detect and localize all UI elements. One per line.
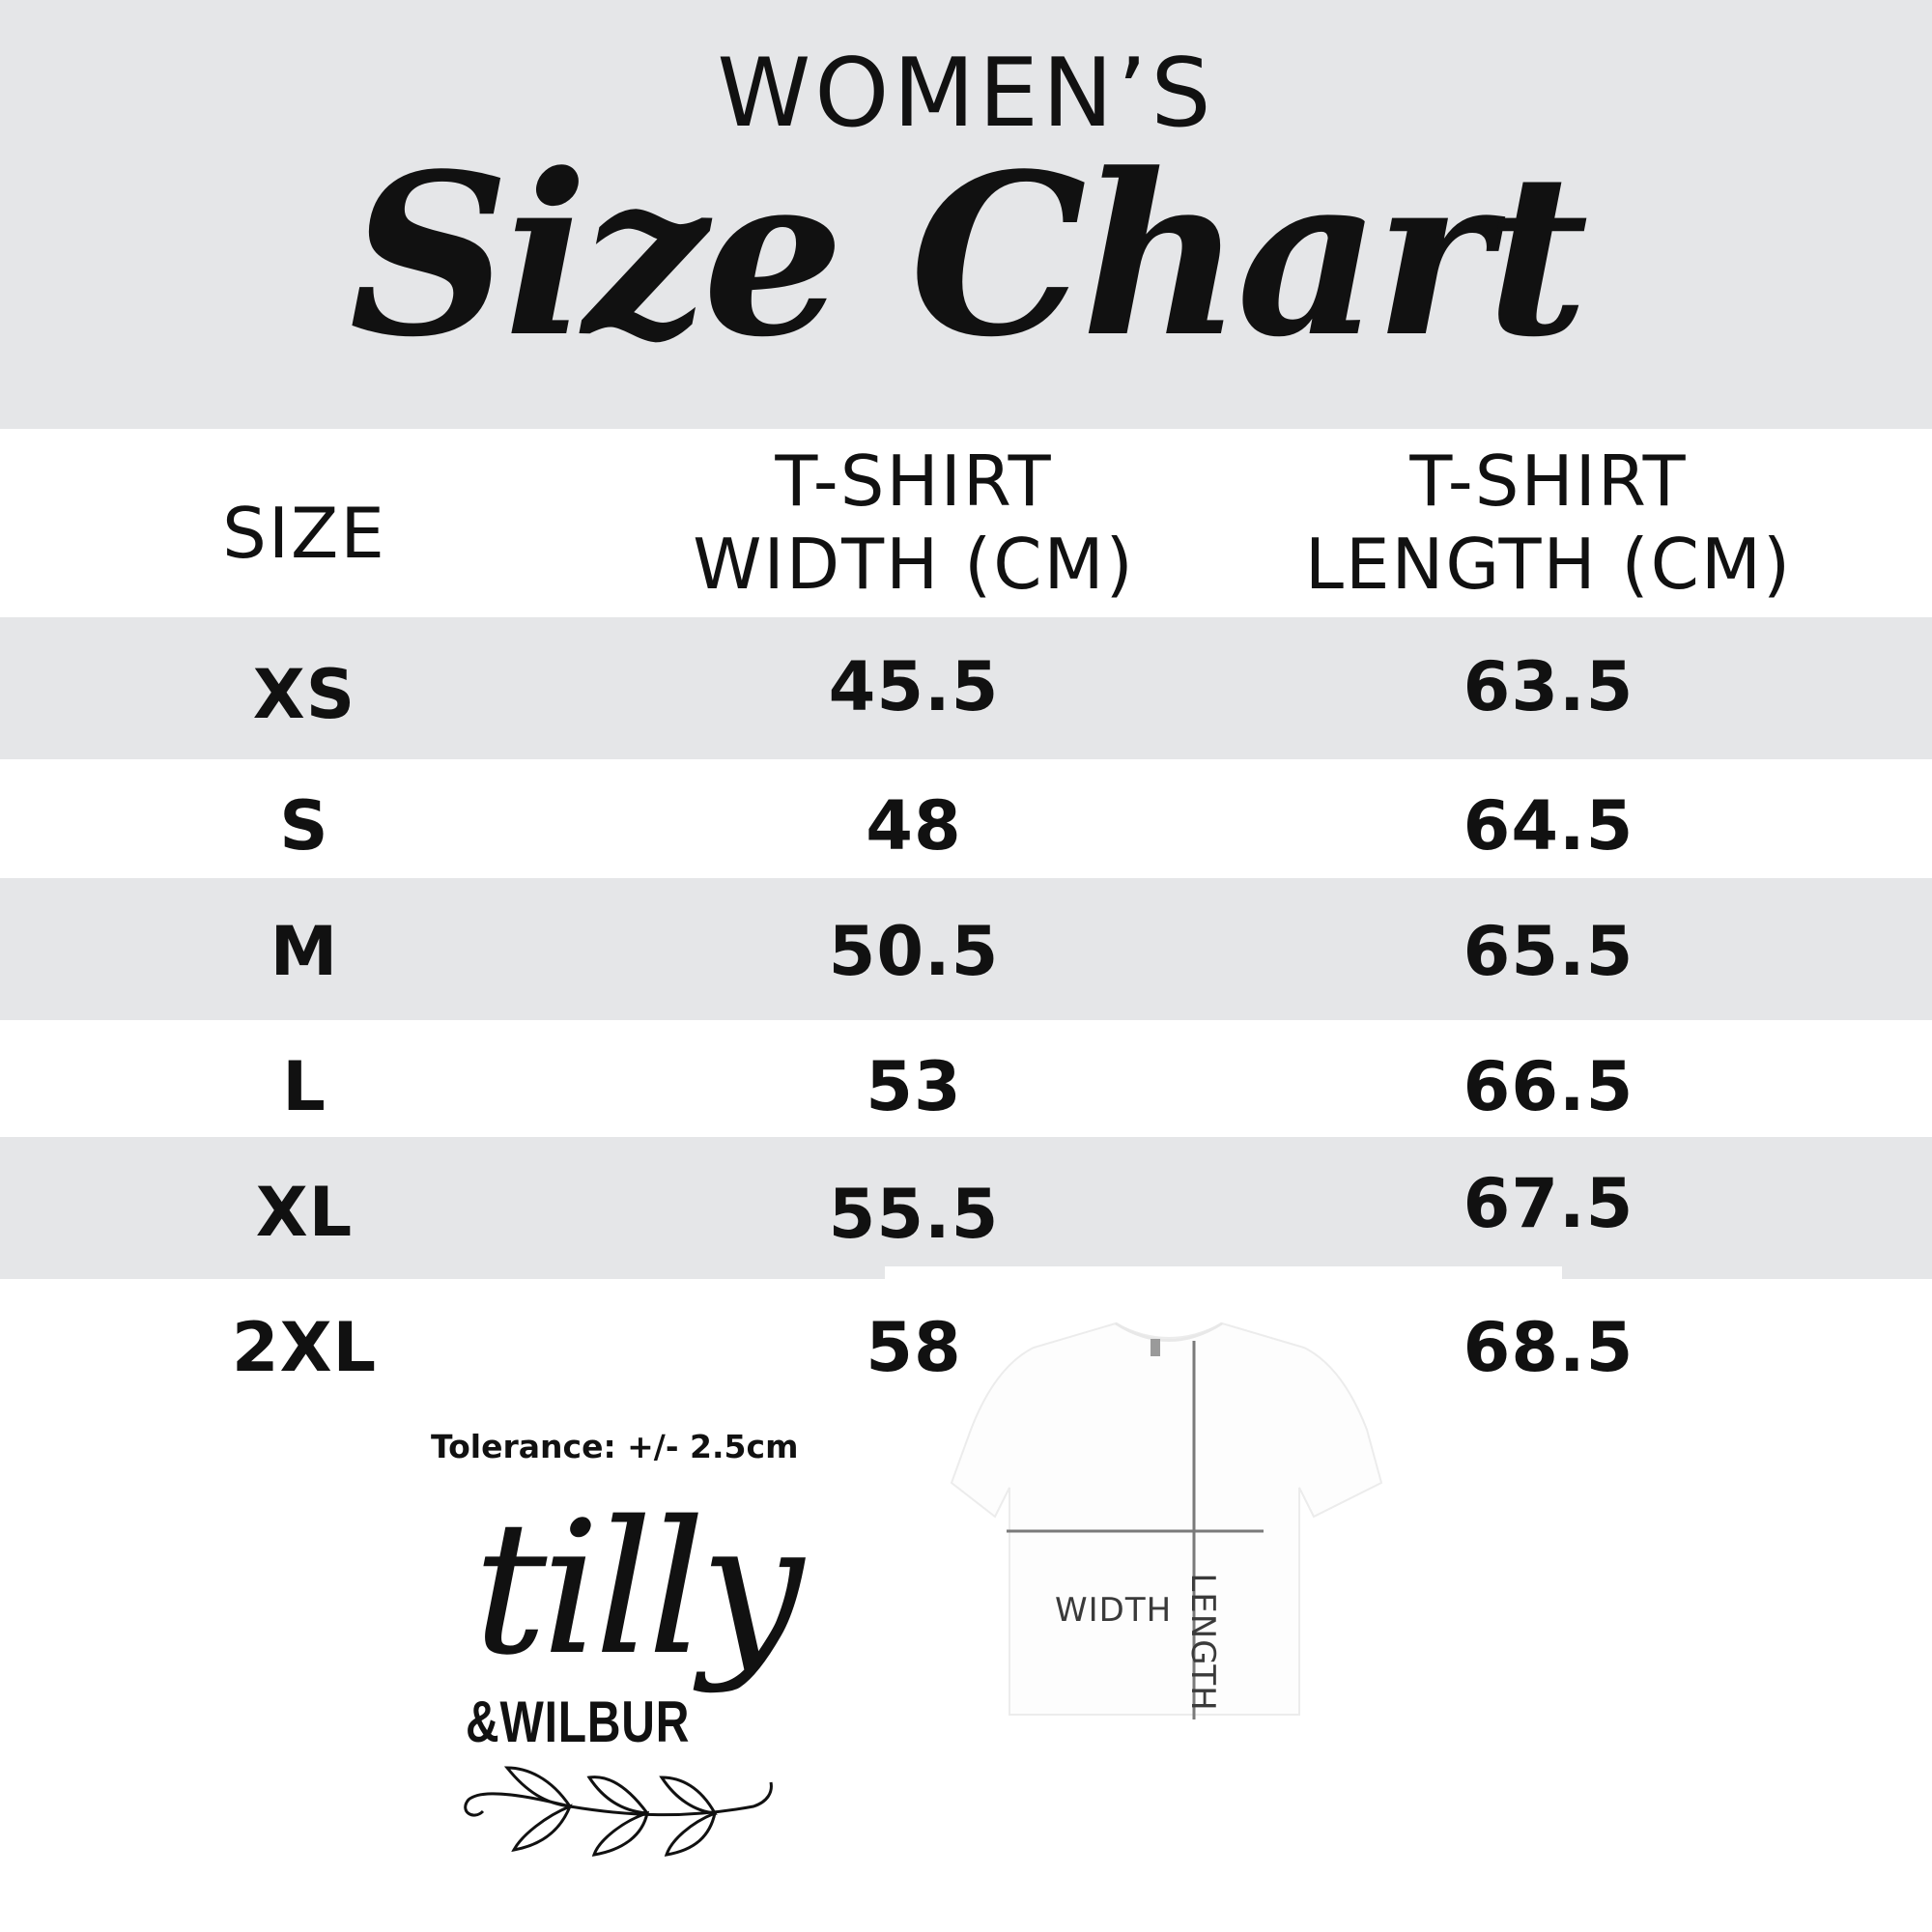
length-cell: 68.5 <box>1463 1308 1634 1387</box>
column-header-length-line1: T-SHIRT <box>1409 440 1688 522</box>
length-cell: 63.5 <box>1463 647 1634 726</box>
column-header-width-line2: WIDTH (CM) <box>693 524 1135 605</box>
width-cell: 58 <box>866 1308 962 1387</box>
column-header-length-line2: LENGTH (CM) <box>1304 524 1793 605</box>
chart-subtitle: WOMEN’S <box>717 39 1215 149</box>
width-cell: 45.5 <box>828 647 1000 726</box>
width-cell: 50.5 <box>828 912 1000 991</box>
label-tag-icon <box>1151 1339 1160 1356</box>
width-cell: 48 <box>866 786 962 866</box>
length-cell: 67.5 <box>1463 1164 1634 1243</box>
size-cell: XS <box>252 655 356 734</box>
size-cell: 2XL <box>231 1308 378 1387</box>
chart-title: Size Chart <box>349 126 1588 386</box>
length-cell: 64.5 <box>1463 786 1634 866</box>
width-label: WIDTH <box>1055 1591 1173 1630</box>
length-label: LENGTH <box>1183 1573 1222 1712</box>
logo-tilly: tilly <box>473 1482 804 1695</box>
width-cell: 55.5 <box>828 1175 1000 1254</box>
column-header-width: T-SHIRT WIDTH (CM) <box>693 440 1134 606</box>
column-header-length: T-SHIRT LENGTH (CM) <box>1305 440 1792 606</box>
column-header-width-line1: T-SHIRT <box>775 440 1053 522</box>
tshirt-icon <box>950 1321 1383 1716</box>
leaf-vine-icon <box>464 1766 773 1857</box>
row-band-xl <box>0 1137 1932 1279</box>
tolerance-note: Tolerance: +/- 2.5cm <box>431 1428 799 1465</box>
logo-wilbur: &WILBUR <box>466 1690 691 1754</box>
brand-logo: tilly &WILBUR <box>464 1497 804 1857</box>
width-cell: 53 <box>866 1047 962 1126</box>
length-cell: 66.5 <box>1463 1047 1634 1126</box>
row-band-m <box>0 878 1932 1020</box>
length-cell: 65.5 <box>1463 912 1634 991</box>
tshirt-diagram <box>950 1321 1383 1719</box>
band-notch <box>885 1266 1562 1280</box>
size-cell: XL <box>255 1173 354 1252</box>
header-band <box>0 0 1932 429</box>
column-header-size: SIZE <box>222 493 386 574</box>
size-cell: S <box>279 786 329 866</box>
row-band-xs <box>0 617 1932 759</box>
size-cell: L <box>282 1047 327 1126</box>
size-cell: M <box>270 912 339 991</box>
